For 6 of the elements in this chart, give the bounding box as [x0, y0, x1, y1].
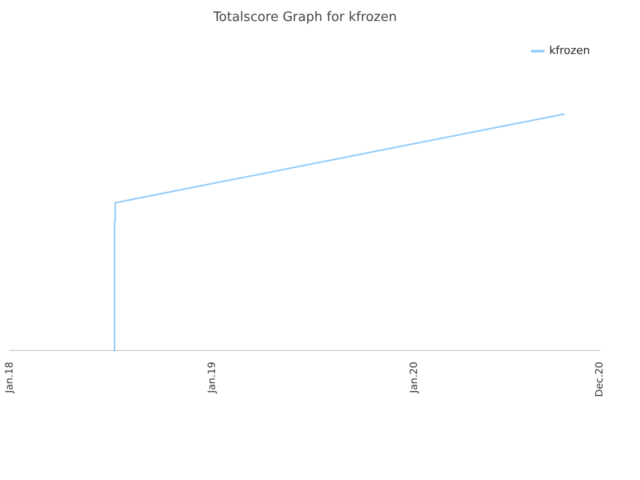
- x-tick-label: Jan.18: [4, 362, 16, 394]
- legend-label: kfrozen: [549, 44, 590, 57]
- x-tick-label: Jan.20: [409, 362, 420, 394]
- x-tick-label: Dec.20: [594, 362, 606, 398]
- chart-title: Totalscore Graph for kfrozen: [212, 10, 397, 26]
- x-tick-label: Jan.19: [206, 362, 218, 394]
